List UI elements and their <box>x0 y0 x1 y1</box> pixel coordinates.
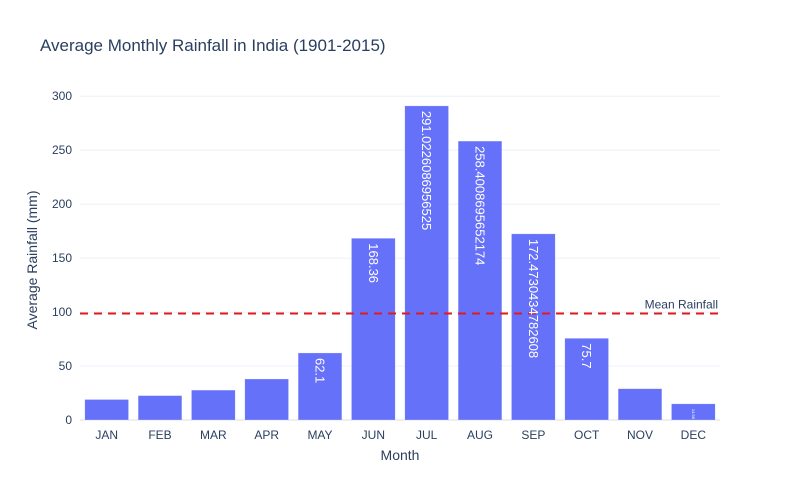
bar-jun[interactable] <box>351 238 396 421</box>
bar-nov[interactable] <box>617 388 663 421</box>
y-axis-title: Average Rainfall (mm) <box>24 190 40 329</box>
bar-sep[interactable] <box>511 233 556 421</box>
mean-rainfall-line-group: Mean Rainfall <box>80 297 720 315</box>
x-tick-label: NOV <box>627 428 653 442</box>
y-axis-ticks: 0 50 100 150 200 250 300 <box>52 89 72 427</box>
bar-data-labels: 62.1 168.36 291.0226086956525 258.400869565… <box>312 111 695 420</box>
x-tick-label: APR <box>254 428 279 442</box>
bar-jan[interactable] <box>84 399 129 421</box>
bar-jul[interactable] <box>404 105 449 421</box>
y-tick-label: 250 <box>52 143 72 157</box>
bar-feb[interactable] <box>137 395 183 421</box>
y-tick-label: 100 <box>52 305 72 319</box>
gridlines <box>80 95 720 421</box>
bar-series <box>84 105 716 421</box>
x-tick-label: FEB <box>148 428 171 442</box>
x-tick-label: JUN <box>362 428 385 442</box>
data-label: 62.1 <box>312 358 327 383</box>
x-tick-label: SEP <box>521 428 545 442</box>
x-tick-label: JAN <box>95 428 118 442</box>
x-tick-label: OCT <box>574 428 600 442</box>
y-tick-label: 150 <box>52 251 72 265</box>
x-axis-title: Month <box>381 447 420 463</box>
x-tick-label: MAR <box>200 428 227 442</box>
bar-apr[interactable] <box>244 378 289 421</box>
x-axis-ticks: JAN FEB MAR APR MAY JUN JUL AUG SEP OCT NOV DEC <box>95 428 706 442</box>
mean-rainfall-annotation: Mean Rainfall <box>645 297 718 311</box>
y-tick-label: 0 <box>65 413 72 427</box>
chart-title: Average Monthly Rainfall in India (1901-… <box>40 36 386 55</box>
bar-may[interactable] <box>297 352 343 421</box>
y-tick-label: 200 <box>52 197 72 211</box>
y-tick-label: 50 <box>59 359 73 373</box>
data-label: 172.4730434782608 <box>526 239 541 358</box>
data-label: 75.7 <box>579 343 594 368</box>
bar-dec[interactable] <box>671 403 716 421</box>
x-tick-label: MAY <box>307 428 332 442</box>
data-label: 258.4008695652174 <box>472 146 487 265</box>
data-label: 291.0226086956525 <box>419 111 434 230</box>
y-tick-label: 300 <box>52 89 72 103</box>
x-tick-label: JUL <box>416 428 438 442</box>
data-label: 168.36 <box>366 243 381 283</box>
x-tick-label: AUG <box>467 428 493 442</box>
bar-aug[interactable] <box>457 140 503 421</box>
bar-oct[interactable] <box>564 338 609 421</box>
data-label: 14.98 <box>691 409 696 420</box>
x-tick-label: DEC <box>681 428 707 442</box>
bar-mar[interactable] <box>191 389 236 421</box>
